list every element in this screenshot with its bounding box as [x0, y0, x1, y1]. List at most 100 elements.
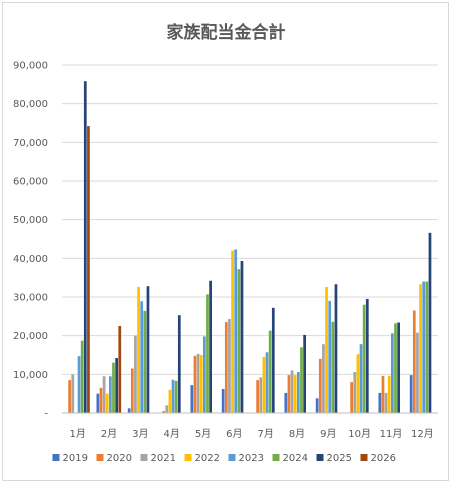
bar-2025-1: [83, 81, 87, 414]
legend-label: 2020: [107, 453, 132, 464]
x-tick-label: 7月: [257, 428, 273, 440]
bar-2022-12: [419, 284, 422, 413]
legend-swatch: [360, 454, 368, 461]
bar-2025-3: [146, 286, 150, 413]
legend: 2019 2020 2021 2022 2023 2024 2025 2026: [52, 453, 396, 464]
bar-2023-4: [171, 379, 175, 413]
bar-2021-8: [290, 370, 294, 413]
y-tick-label: 90,000: [13, 61, 48, 72]
legend-item-2026: 2026: [360, 453, 396, 464]
bar-2022-10: [356, 354, 360, 413]
bar-2025-9: [334, 284, 338, 413]
bar-2024-7: [268, 330, 272, 413]
chart-title: 家族配当金合計: [167, 22, 286, 43]
bar-2020-9: [318, 358, 322, 413]
bar-2024-4: [174, 380, 178, 413]
bar-2024-10: [362, 304, 366, 413]
bar-2021-4: [165, 405, 169, 413]
bar-2020-2: [99, 387, 103, 413]
bar-2022-6: [231, 250, 234, 413]
bar-2025-8: [303, 334, 306, 413]
bar-2020-5: [193, 355, 197, 413]
bar-2023-2: [109, 376, 112, 413]
bar-2023-12: [422, 281, 426, 413]
bar-2022-9: [325, 286, 328, 413]
bar-2023-5: [203, 336, 206, 413]
bar-2019-6: [221, 389, 225, 413]
y-tick-label: 10,000: [13, 370, 48, 381]
y-tick-label: 30,000: [13, 293, 48, 304]
legend-label: 2022: [195, 453, 220, 464]
legend-swatch: [228, 454, 236, 461]
x-tick-label: 1月: [69, 428, 85, 440]
bar-2026-1: [87, 126, 90, 413]
legend-item-2025: 2025: [316, 453, 352, 464]
y-tick-label: 70,000: [13, 138, 48, 149]
x-tick-label: 2月: [101, 428, 117, 440]
bar-2020-10: [350, 382, 353, 413]
bar-2020-3: [130, 368, 134, 413]
bar-2023-1: [77, 356, 81, 413]
bar-2023-11: [391, 333, 394, 413]
bar-2024-1: [80, 340, 84, 413]
bar-2020-7: [256, 380, 259, 413]
x-tick-label: 3月: [132, 428, 148, 440]
bar-2022-4: [168, 389, 172, 413]
bar-2021-9: [322, 344, 325, 413]
bar-2023-9: [328, 300, 332, 413]
legend-label: 2026: [371, 453, 396, 464]
x-tick-label: 5月: [195, 428, 211, 440]
bar-2021-11: [384, 392, 388, 413]
bar-2019-11: [378, 392, 382, 413]
bar-2021-1: [71, 374, 75, 413]
legend-label: 2023: [239, 453, 264, 464]
bar-2022-7: [262, 356, 266, 413]
legend-swatch: [52, 454, 60, 461]
bar-2025-5: [209, 280, 212, 413]
legend-label: 2025: [327, 453, 352, 464]
x-tick-label: 8月: [289, 428, 305, 440]
y-tick-label: 20,000: [13, 331, 48, 342]
bar-2019-3: [127, 408, 131, 413]
legend-swatch: [140, 454, 148, 461]
legend-swatch: [96, 454, 104, 461]
bar-2021-10: [353, 372, 357, 413]
bar-2020-6: [224, 322, 228, 413]
legend-swatch: [316, 454, 324, 461]
bars: [68, 81, 432, 414]
x-tick-label: 11月: [380, 428, 403, 440]
bar-2025-6: [240, 261, 244, 413]
bar-2023-8: [297, 372, 300, 413]
bar-2023-10: [359, 344, 363, 413]
bar-2022-3: [137, 286, 140, 413]
bar-2023-6: [234, 249, 238, 413]
bar-2019-8: [284, 392, 288, 413]
x-tick-label: 10月: [348, 428, 371, 440]
x-tick-label: 9月: [320, 428, 336, 440]
bar-2020-12: [412, 310, 416, 413]
bar-2019-2: [96, 393, 100, 413]
bar-2020-8: [287, 375, 291, 413]
legend-label: 2024: [283, 453, 308, 464]
gridlines: [62, 64, 438, 375]
x-axis-tick-labels: 1月 2月 3月 4月 5月 6月 7月 8月 9月 10月 11月 12月: [69, 428, 433, 440]
chart-frame: [2, 2, 449, 481]
bar-2025-10: [365, 298, 369, 413]
y-tick-label: 60,000: [13, 177, 48, 188]
bar-2023-3: [140, 301, 144, 413]
y-tick-label: 50,000: [13, 215, 48, 226]
legend-item-2019: 2019: [52, 453, 88, 464]
bar-2024-9: [331, 321, 335, 413]
legend-swatch: [272, 454, 280, 461]
legend-label: 2021: [151, 453, 176, 464]
bar-2020-11: [381, 375, 385, 413]
legend-item-2022: 2022: [184, 453, 220, 464]
bar-2022-2: [105, 393, 109, 413]
bar-2020-4: [162, 411, 165, 413]
y-tick-label: 40,000: [13, 254, 48, 265]
bar-2025-4: [177, 315, 181, 413]
bar-2024-12: [425, 281, 429, 413]
bar-2021-2: [102, 376, 106, 413]
bar-2024-11: [394, 323, 397, 413]
